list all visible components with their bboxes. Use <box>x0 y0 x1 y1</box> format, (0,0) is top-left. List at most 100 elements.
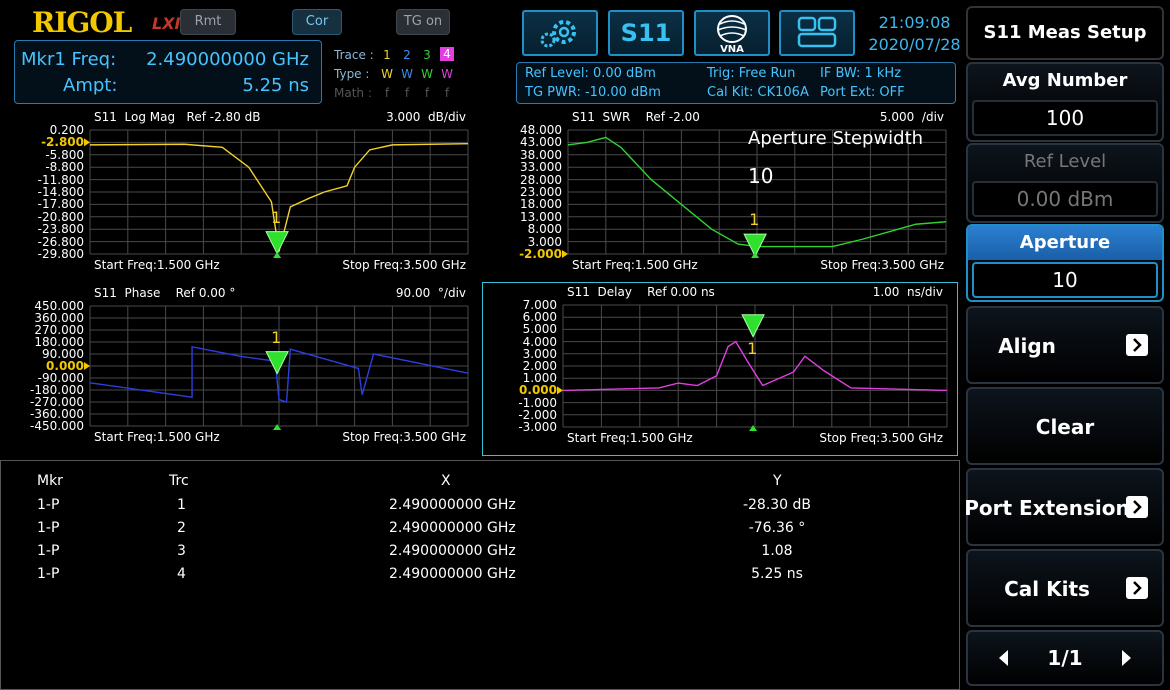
marker-ampt-label: Ampt: <box>63 75 118 96</box>
table-cell: 2.490000000 GHz <box>389 497 516 513</box>
marker-number: 1 <box>271 207 282 227</box>
y-tick-label: 6.000 <box>522 310 557 325</box>
aperture-stepwidth-softkey[interactable]: Aperture Stepwidth 10 <box>966 224 1164 302</box>
trace-status: Trace : Type : Math : 1 2 3 4 W W W W f … <box>322 40 512 104</box>
y-tick-label: 1.000 <box>522 371 557 386</box>
prev-page-icon[interactable] <box>996 648 1012 668</box>
y-tick-label: -3.000 <box>518 420 557 434</box>
table-cell: 2.490000000 GHz <box>389 520 516 536</box>
y-tick-label: -14.800 <box>37 185 84 199</box>
y-tick-label: -20.800 <box>37 209 84 224</box>
marker-number: 1 <box>271 327 282 347</box>
if-bw-status: IF BW: 1 kHz <box>820 66 902 81</box>
marker-bottom-tick <box>751 252 760 258</box>
chevron-right-icon <box>1126 577 1148 599</box>
y-tick-label: 48.000 <box>520 123 562 137</box>
trace-line <box>89 142 469 252</box>
marker-ampt-value: 5.25 ns <box>242 75 309 96</box>
aperture-tooltip-title: Aperture Stepwidth <box>748 128 924 149</box>
y-tick-label: 28.000 <box>520 172 562 187</box>
y-tick-label: 2.000 <box>522 359 557 373</box>
stop-freq: Stop Freq:3.500 GHz <box>342 430 466 444</box>
phase-panel[interactable]: S11 Phase Ref 0.00 ° 90.00 °/div Start Fre… <box>10 284 480 456</box>
vna-button[interactable]: VNA <box>694 10 770 56</box>
ref-level-label: Ref Level <box>1023 151 1107 172</box>
y-tick-label: -26.800 <box>37 234 84 249</box>
y-tick-label: 270.000 <box>34 323 84 337</box>
clear-softkey[interactable]: Clear <box>966 387 1164 465</box>
avg-number-label: Avg Number <box>1002 70 1128 91</box>
y-tick-label: 23.000 <box>520 185 562 199</box>
ref-level-status: Ref Level: 0.00 dBm <box>525 66 656 81</box>
cor-indicator: Cor <box>292 9 342 35</box>
align-softkey[interactable]: Align <box>966 306 1164 384</box>
trace-1: 1 <box>383 48 391 62</box>
y-tick-label: -90.000 <box>37 371 84 385</box>
port-extension-softkey[interactable]: Port Extension <box>964 468 1164 546</box>
type-1: W <box>381 67 393 81</box>
trace-line <box>562 340 948 392</box>
math-3: f <box>424 86 430 100</box>
clear-label: Clear <box>1035 415 1095 439</box>
settings-button[interactable] <box>522 10 598 56</box>
type-label: Type : <box>334 67 370 81</box>
aperture-stepwidth-label: Aperture Stepwidth <box>968 226 1162 287</box>
y-tick-label: 18.000 <box>520 197 562 212</box>
ref-arrow <box>557 386 563 395</box>
start-freq: Start Freq:1.500 GHz <box>94 258 220 272</box>
table-cell: 4 <box>177 566 186 582</box>
avg-number-softkey[interactable]: Avg Number 100 <box>966 62 1164 142</box>
trace-label: Trace : <box>334 48 374 62</box>
tg-pwr-status: TG PWR: -10.00 dBm <box>525 85 661 100</box>
port-ext-status: Port Ext: OFF <box>820 85 905 100</box>
table-cell: 1-P <box>37 543 60 559</box>
panel-scale: 5.000 /div <box>879 110 944 124</box>
table-cell: -28.30 dB <box>742 497 812 513</box>
cal-kits-softkey[interactable]: Cal Kits <box>966 549 1164 627</box>
y-tick-label: 33.000 <box>520 160 562 175</box>
trace-plot <box>557 304 948 431</box>
y-tick-label: -2.000 <box>519 247 562 261</box>
y-tick-label: -270.000 <box>30 395 84 409</box>
menu-title: S11 Meas Setup <box>983 22 1147 43</box>
y-tick-label: 0.000 <box>519 383 557 398</box>
math-label: Math : <box>334 86 372 100</box>
trace-3: 3 <box>423 48 431 62</box>
y-tick-label: 450.000 <box>34 299 84 313</box>
layout-button[interactable] <box>779 10 855 56</box>
cal-kits-label: Cal Kits <box>1004 577 1090 601</box>
meas-status-bar: Ref Level: 0.00 dBm TG PWR: -10.00 dBm T… <box>516 62 956 104</box>
panel-scale: 1.00 ns/div <box>872 285 943 299</box>
swr-panel[interactable]: S11 SWR Ref -2.00 5.000 /div Start Freq:1.… <box>488 108 958 284</box>
type-2: W <box>401 67 413 81</box>
y-tick-label: -360.000 <box>30 407 84 421</box>
cal-kit-status: Cal Kit: CK106A <box>707 85 809 100</box>
logmag-panel[interactable]: S11 Log Mag Ref -2.80 dB 3.000 dB/div Star… <box>10 108 480 284</box>
y-tick-label: -2.000 <box>518 407 557 422</box>
marker-triangle <box>743 233 767 258</box>
tg-on-indicator: TG on <box>396 9 450 35</box>
y-tick-label: 13.000 <box>520 209 562 224</box>
ref-arrow <box>562 250 568 258</box>
y-tick-label: 38.000 <box>520 147 562 162</box>
panel-scale: 90.00 °/div <box>395 286 466 300</box>
chevron-right-icon <box>1126 334 1148 356</box>
math-2: f <box>404 86 410 100</box>
y-tick-label: 3.000 <box>527 234 562 249</box>
align-label: Align <box>998 334 1056 358</box>
s11-button[interactable]: S11 <box>608 10 684 56</box>
table-cell: 1-P <box>37 566 60 582</box>
table-cell: 1.08 <box>761 543 793 559</box>
stop-freq: Stop Freq:3.500 GHz <box>820 258 944 272</box>
marker-number: 1 <box>747 338 758 358</box>
next-page-icon[interactable] <box>1118 648 1134 668</box>
table-cell: 2 <box>177 520 186 536</box>
trace-2: 2 <box>403 48 411 62</box>
port-extension-label: Port Extension <box>964 496 1130 520</box>
y-tick-label: -11.800 <box>37 172 84 187</box>
table-cell: 3 <box>177 543 186 559</box>
delay-panel[interactable]: S11 Delay Ref 0.00 ns 1.00 ns/div Start Fr… <box>482 282 958 456</box>
trace-4-active: 4 <box>440 47 454 61</box>
gear-icon <box>540 20 576 48</box>
